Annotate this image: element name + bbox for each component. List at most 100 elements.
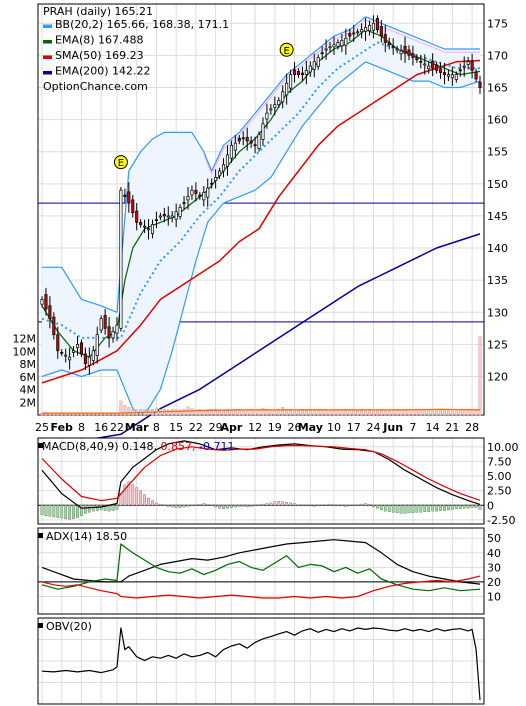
volume-bar [431, 409, 435, 416]
legend-swatch [43, 40, 52, 44]
volume-average-line [42, 408, 481, 414]
macd-histogram-bar [466, 505, 470, 509]
ema200-line [41, 233, 481, 448]
macd-histogram-bar [439, 505, 442, 511]
macd-histogram-bar [174, 505, 178, 508]
volume-bar [233, 409, 237, 416]
candle-body [198, 194, 202, 198]
candle-body [237, 137, 241, 142]
date-tick-label: May [298, 421, 323, 434]
macd-histogram-bar [312, 505, 316, 507]
candle-body [174, 211, 178, 220]
candle-body [170, 215, 174, 218]
candle-body [119, 189, 123, 329]
volume-bar [206, 409, 210, 416]
date-tick-label: 28 [465, 421, 479, 434]
macd-histogram-bar [103, 505, 107, 511]
macd-histogram-bar [155, 502, 158, 506]
macd-histogram-bar [289, 502, 292, 506]
candle-body [352, 32, 356, 35]
macd-histogram-bar [206, 503, 210, 506]
candle-body [79, 342, 83, 355]
macd-histogram-bar [277, 500, 281, 506]
earnings-marker-label: E [283, 46, 289, 57]
macd-histogram-bar [273, 501, 277, 506]
volume-bar [194, 409, 198, 416]
candle-body [344, 37, 348, 46]
candle-body [478, 81, 482, 88]
candle-body [435, 64, 439, 71]
date-tick-label: 26 [288, 421, 302, 434]
macd-histogram-bar [364, 503, 367, 506]
macd-histogram-bar [336, 505, 340, 506]
macd-histogram-bar [316, 505, 320, 507]
legend-swatch [43, 71, 52, 75]
macd-histogram-bar [253, 505, 257, 507]
candle-body [233, 142, 237, 151]
volume-bar [214, 409, 218, 416]
candle-body [245, 136, 249, 142]
volume-bar [340, 409, 344, 416]
candle-body [328, 46, 332, 49]
volume-bar [127, 407, 131, 416]
macd-histogram-bar [443, 505, 446, 511]
volume-bar [300, 409, 304, 416]
macd-histogram-bar [411, 505, 415, 514]
volume-bar [316, 409, 320, 416]
macd-histogram-bar [454, 505, 458, 509]
candle-body [154, 219, 158, 222]
candle-body [166, 215, 170, 218]
candle-body [131, 199, 135, 214]
candle-body [403, 45, 407, 54]
candle-body [427, 65, 431, 70]
candle-body [415, 57, 419, 61]
candle-body [225, 154, 229, 167]
volume-bar [249, 409, 253, 416]
macd-histogram-bar [52, 505, 56, 518]
price-tick-label: 165 [487, 81, 508, 94]
macd-histogram-bar [178, 505, 182, 508]
volume-bar [261, 408, 265, 416]
candle-body [182, 202, 186, 204]
macd-histogram-bar [407, 505, 411, 514]
candle-body [265, 112, 269, 120]
macd-histogram-bar [395, 505, 399, 514]
candle-body [348, 33, 352, 37]
candle-body [56, 334, 60, 352]
volume-bar [395, 409, 399, 416]
candle-body [431, 60, 435, 69]
macd-histogram-bar [403, 505, 407, 514]
date-tick-label: 29 [209, 421, 223, 434]
candle-body [261, 123, 265, 140]
volume-bar [190, 408, 194, 416]
candle-body [411, 53, 415, 58]
macd-histogram-bar [297, 504, 300, 506]
candle-body [111, 331, 115, 339]
volume-bar [257, 409, 261, 416]
price-tick-label: 175 [487, 17, 508, 30]
volume-bar [328, 409, 332, 416]
volume-bar [119, 400, 123, 416]
volume-bar [174, 409, 178, 416]
candle-body [316, 57, 320, 67]
macd-histogram-bar [170, 505, 174, 508]
candle-body [139, 221, 143, 225]
candle-body [383, 34, 387, 43]
obv-line [41, 627, 481, 701]
macd-histogram-bar [123, 484, 127, 506]
date-tick-label: 22 [189, 421, 203, 434]
macd-histogram-bar [301, 505, 304, 506]
candle-body [158, 215, 162, 218]
date-tick-label: 7 [409, 421, 416, 434]
candle-body [395, 48, 399, 51]
obv-title: OBV(20) [46, 620, 92, 633]
legend-swatch [43, 55, 52, 59]
macd-histogram-bar [237, 505, 241, 507]
candle-body [253, 144, 257, 147]
macd-histogram-bar [387, 505, 391, 512]
volume-tick-label: 6M [20, 371, 37, 384]
adx-tick-label: 50 [487, 532, 501, 545]
macd-histogram-bar [340, 505, 344, 507]
macd-histogram-bar [308, 505, 312, 507]
candle-body [454, 74, 458, 80]
